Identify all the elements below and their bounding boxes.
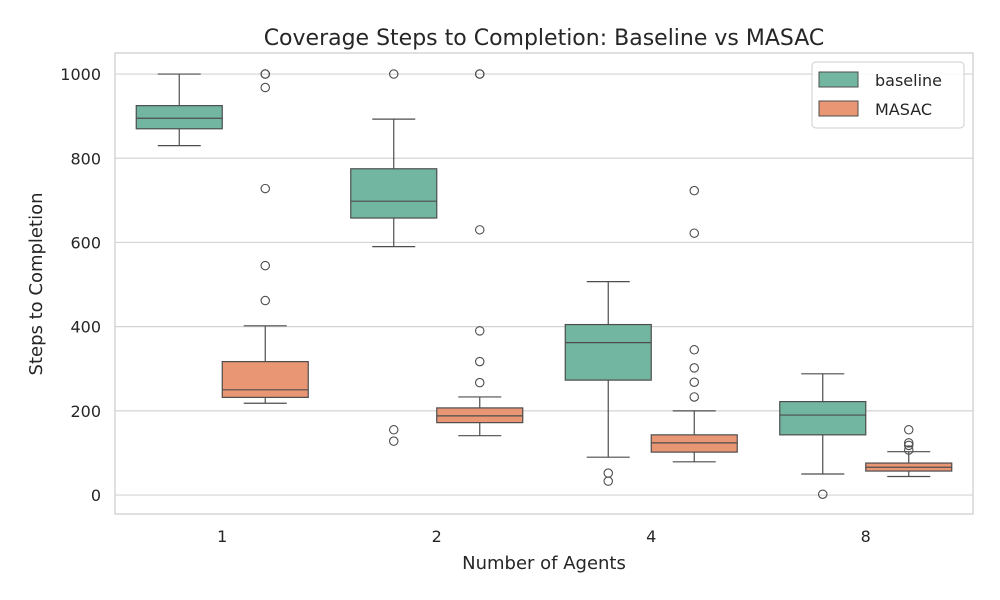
outlier-point [903,445,914,455]
y-tick-label: 600 [70,233,101,252]
legend-label-masac: MASAC [875,100,932,119]
outlier-point [689,345,699,355]
y-tick-label: 1000 [60,65,101,84]
outlier-point [603,468,613,478]
outlier-point [474,225,485,235]
legend-swatch-masac [818,100,859,117]
box-body [436,407,524,424]
box-masac-8 [865,425,953,478]
x-axis: 1 2 4 8 [217,527,871,546]
box-body [650,434,738,453]
outlier-point [260,69,270,79]
outlier-point [903,438,914,448]
x-axis-label: Number of Agents [462,553,626,574]
outlier-point [474,377,485,388]
y-axis-label: Steps to Completion [26,193,47,376]
outlier-point [603,476,613,486]
box-body [135,105,223,130]
y-tick-label: 400 [70,318,101,337]
box-masac-1 [221,69,309,404]
outlier-point [260,183,270,194]
box-body [779,400,867,436]
chart-title: Coverage Steps to Completion: Baseline v… [264,26,825,51]
outlier-point [474,69,485,79]
box-body [221,360,309,398]
plot-frame [114,52,974,515]
box-body [564,323,652,381]
box-masac-2 [436,69,524,437]
y-tick-label: 800 [70,149,101,168]
legend-label-baseline: baseline [875,71,942,90]
x-tick-label: 2 [432,527,442,546]
outlier-point [474,356,485,367]
legend-swatch-baseline [818,71,859,88]
x-tick-label: 4 [646,527,656,546]
outlier-point [903,440,914,451]
x-tick-label: 8 [861,527,871,546]
grid [115,73,973,496]
outlier-point [689,392,699,402]
outlier-point [689,185,699,196]
plot-area [135,69,953,499]
box-baseline-4 [564,281,652,486]
box-body [350,168,438,219]
outlier-point [689,363,699,373]
y-tick-label: 0 [91,486,101,505]
legend: baseline MASAC [811,61,965,129]
outlier-point [388,425,399,435]
outlier-point [260,260,270,271]
outlier-point [260,82,270,93]
x-tick-label: 1 [217,527,227,546]
outlier-point [474,326,485,336]
box-baseline-2 [350,69,438,446]
outlier-point [817,489,828,499]
y-axis: 0 200 400 600 800 1000 [60,65,101,505]
box-masac-4 [650,185,738,463]
box-baseline-1 [135,73,223,147]
outlier-point [260,295,270,306]
outlier-point [903,425,914,435]
outlier-point [689,377,699,387]
y-tick-label: 200 [70,402,101,421]
box-baseline-8 [779,373,867,499]
outlier-point [689,228,699,238]
outlier-point [388,436,399,446]
outlier-point [388,69,399,79]
